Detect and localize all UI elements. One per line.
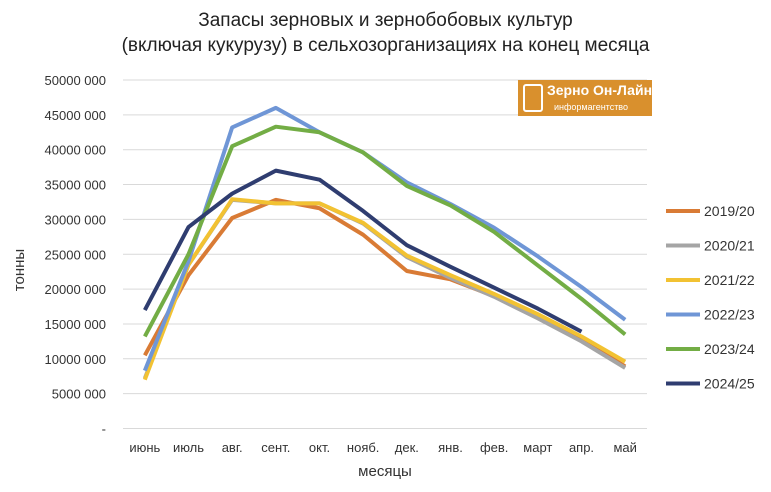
y-tick-label: 35000 000 [45, 178, 106, 193]
x-tick-label: сент. [261, 440, 290, 455]
y-tick-label: 20000 000 [45, 282, 106, 297]
x-tick-label: июль [173, 440, 204, 455]
y-tick-label: 50000 000 [45, 73, 106, 88]
x-tick-label: фев. [480, 440, 508, 455]
y-tick-label: 15000 000 [45, 317, 106, 332]
x-tick-label: дек. [395, 440, 419, 455]
y-tick-label: 30000 000 [45, 212, 106, 227]
x-tick-label: май [613, 440, 636, 455]
wheat-icon [523, 84, 543, 112]
x-tick-label: авг. [222, 440, 243, 455]
y-tick-label: - [102, 422, 106, 437]
x-axis-label: месяцы [358, 463, 412, 480]
legend-label: 2022/23 [704, 307, 755, 323]
logo-title: Зерно Он-Лайн [547, 82, 653, 98]
y-tick-label: 25000 000 [45, 247, 106, 262]
series-line-2021/22 [142, 197, 627, 381]
y-axis-label: тонны [11, 249, 28, 291]
legend-label: 2024/25 [704, 376, 755, 392]
chart-title: Запасы зерновых и зернобобовых культур [198, 10, 573, 31]
y-tick-label: 5000 000 [52, 387, 106, 402]
series-line-2023/24 [143, 124, 627, 338]
y-tick-label: 40000 000 [45, 143, 106, 158]
legend-label: 2019/20 [704, 203, 755, 219]
x-tick-label: июнь [129, 440, 160, 455]
logo-subtitle: информагентство [554, 102, 628, 112]
legend-label: 2023/24 [704, 341, 755, 357]
x-tick-label: янв. [438, 440, 463, 455]
x-tick-label: апр. [569, 440, 594, 455]
zerno-online-logo: Зерно Он-Лайн информагентство [518, 80, 652, 116]
y-tick-label: 45000 000 [45, 108, 106, 123]
y-tick-label: 10000 000 [45, 352, 106, 367]
legend-label: 2020/21 [704, 238, 755, 254]
legend-label: 2021/22 [704, 272, 755, 288]
x-tick-label: нояб. [347, 440, 380, 455]
x-tick-label: окт. [309, 440, 330, 455]
x-tick-label: март [523, 440, 552, 455]
chart-subtitle: (включая кукурузу) в сельхозорганизациях… [121, 35, 650, 56]
